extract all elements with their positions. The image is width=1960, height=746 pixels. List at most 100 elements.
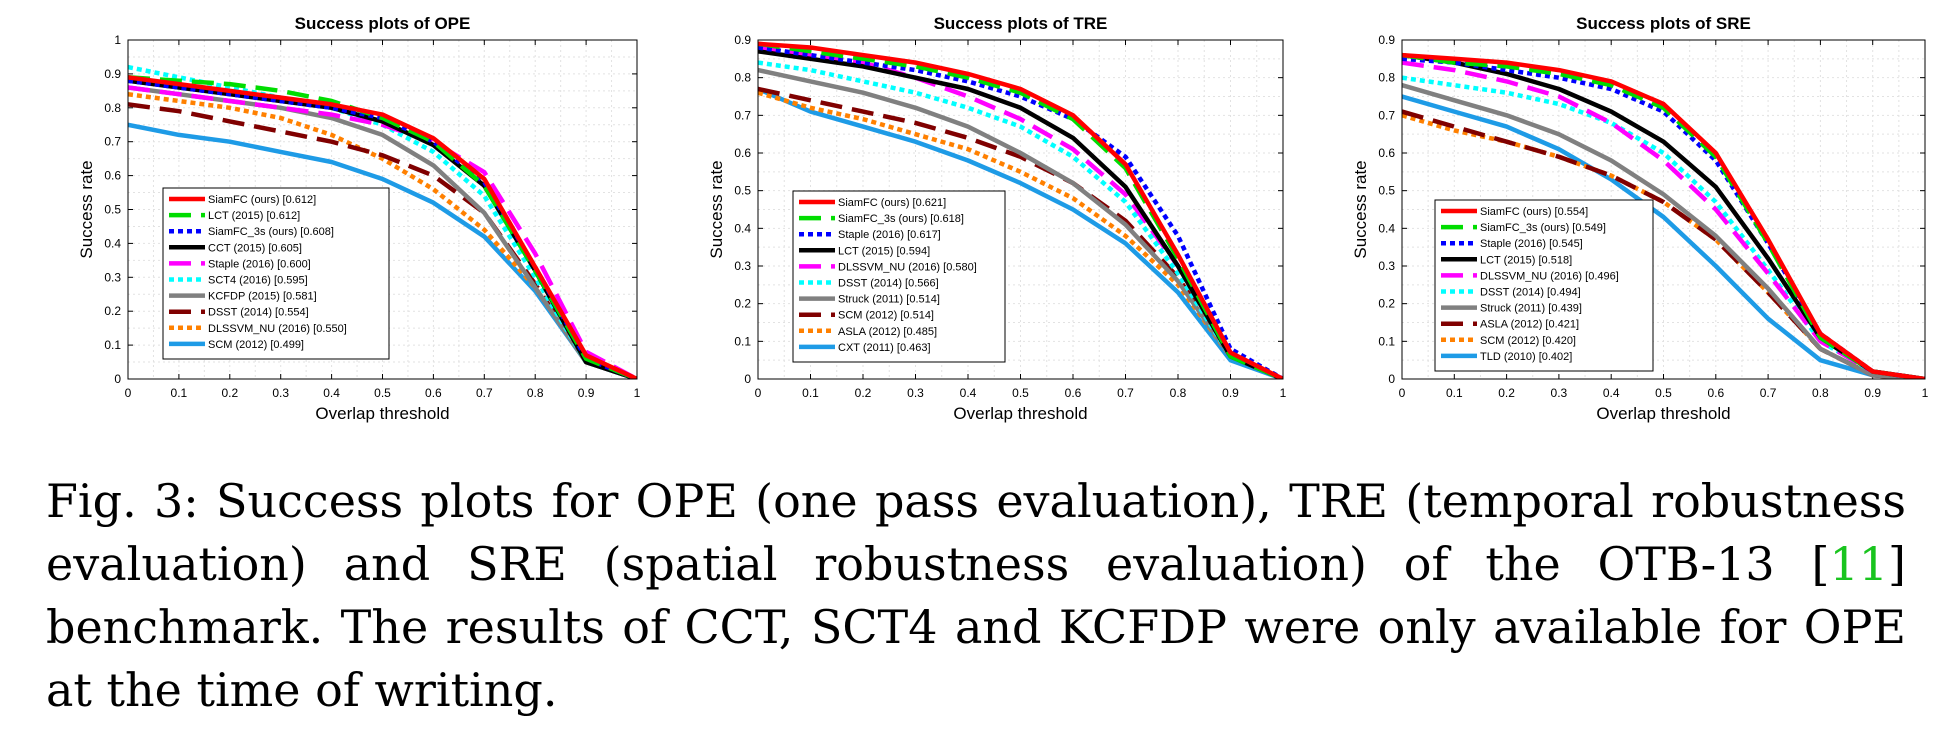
ope-series-line-3	[128, 78, 637, 379]
ope-legend: SiamFC (ours) [0.612] LCT (2015) [0.612] S…	[162, 187, 390, 360]
sre-legend-label: SiamFC_3s (ours) [0.549]	[1480, 222, 1606, 234]
ope-legend-label: SCM (2012) [0.499]	[208, 339, 304, 351]
figure-caption: Fig. 3: Success plots for OPE (one pass …	[46, 470, 1906, 722]
sre-y-tick-label: 0.3	[1378, 259, 1395, 273]
sre-y-tick-label: 0.9	[1378, 33, 1395, 47]
tre-legend-label: CXT (2011) [0.463]	[838, 342, 931, 354]
caption-text-part1: Fig. 3: Success plots for OPE (one pass …	[46, 474, 1906, 591]
tre-y-tick-label: 0.5	[734, 184, 751, 198]
tre-y-tick-label: 0	[744, 372, 751, 386]
sre-x-tick-label: 0.1	[1446, 386, 1463, 400]
ope-legend-box	[162, 187, 390, 360]
sre-y-tick-label: 0.5	[1378, 184, 1395, 198]
ope-legend-label: CCT (2015) [0.605]	[208, 242, 302, 254]
tre-series-line-10	[758, 86, 1283, 379]
tre-x-tick-label: 0.3	[907, 386, 924, 400]
sre-legend-box	[1434, 199, 1654, 372]
tre-legend-label: SiamFC (ours) [0.621]	[838, 197, 946, 209]
ope-y-tick-label: 1	[114, 33, 121, 47]
sre-chart-title: Success plots of SRE	[1576, 14, 1751, 33]
sre-y-tick-label: 0.1	[1378, 334, 1395, 348]
tre-legend-label: DLSSVM_NU (2016) [0.580]	[838, 261, 977, 273]
ope-y-tick-label: 0.2	[104, 304, 121, 318]
sre-x-tick-label: 0.7	[1760, 386, 1777, 400]
tre-x-tick-label: 0.8	[1170, 386, 1187, 400]
ope-y-tick-label: 0.1	[104, 338, 121, 352]
ope-legend-label: SiamFC_3s (ours) [0.608]	[208, 226, 334, 238]
tre-legend-label: DSST (2014) [0.566]	[838, 278, 939, 290]
tre-series-line-3	[758, 45, 1283, 379]
tre-x-tick-label: 0.5	[1012, 386, 1029, 400]
ope-legend-label: KCFDP (2015) [0.581]	[208, 291, 317, 303]
ope-axes-box	[127, 39, 638, 380]
citation-link[interactable]: 11	[1829, 537, 1889, 591]
sre-legend-label: DLSSVM_NU (2016) [0.496]	[1480, 270, 1619, 282]
tre-legend-label: ASLA (2012) [0.485]	[838, 326, 937, 338]
ope-series-line-1	[128, 75, 637, 379]
tre-y-tick-label: 0.9	[734, 33, 751, 47]
ope-y-tick-label: 0.6	[104, 169, 121, 183]
sre-legend-label: LCT (2015) [0.518]	[1480, 254, 1572, 266]
tre-series-line-4	[758, 49, 1283, 379]
sre-x-tick-label: 0.5	[1655, 386, 1672, 400]
ope-x-tick-label: 0.6	[425, 386, 442, 400]
caption-text-part2: ] benchmark. The results of CCT, SCT4 an…	[46, 537, 1906, 717]
sre-series-line-2	[1402, 52, 1925, 379]
tre-y-tick-label: 0.8	[734, 71, 751, 85]
ope-legend-label: DLSSVM_NU (2016) [0.550]	[208, 323, 347, 335]
tre-x-tick-label: 0.7	[1117, 386, 1134, 400]
ope-x-axis-label: Overlap threshold	[315, 404, 449, 423]
ope-legend-label: LCT (2015) [0.612]	[208, 210, 300, 222]
ope-y-tick-label: 0.7	[104, 135, 121, 149]
sre-y-axis-label: Success rate	[1351, 160, 1370, 258]
tre-legend: SiamFC (ours) [0.621] SiamFC_3s (ours) [0…	[792, 190, 1006, 363]
ope-legend-label: DSST (2014) [0.554]	[208, 307, 309, 319]
tre-y-tick-label: 0.4	[734, 221, 751, 235]
tre-y-tick-label: 0.1	[734, 334, 751, 348]
ope-x-tick-label: 0.2	[221, 386, 238, 400]
ope-x-tick-label: 0.8	[527, 386, 544, 400]
tre-chart-title: Success plots of TRE	[934, 14, 1108, 33]
sre-y-tick-label: 0.2	[1378, 297, 1395, 311]
sre-series-line-10	[1402, 94, 1925, 379]
ope-x-tick-label: 0.1	[171, 386, 188, 400]
ope-y-tick-label: 0.9	[104, 67, 121, 81]
tre-legend-label: LCT (2015) [0.594]	[838, 245, 930, 257]
sre-chart: 0 0.1 0.2 0.3 0.4 0.5 0.6 0.7 0.8 0.9 1 0 0.1 0.2 0.3 0…	[1351, 14, 1929, 423]
ope-x-tick-label: 0.7	[476, 386, 493, 400]
tre-y-tick-label: 0.3	[734, 259, 751, 273]
ope-y-tick-label: 0.5	[104, 203, 121, 217]
sre-legend-label: Staple (2016) [0.545]	[1480, 238, 1583, 250]
sre-x-tick-label: 0.8	[1812, 386, 1829, 400]
tre-x-tick-label: 0.9	[1222, 386, 1239, 400]
sre-x-tick-label: 0.2	[1498, 386, 1515, 400]
sre-y-tick-label: 0	[1388, 372, 1395, 386]
tre-legend-label: SiamFC_3s (ours) [0.618]	[838, 213, 964, 225]
ope-series-group	[128, 64, 637, 379]
sre-x-tick-label: 0.6	[1707, 386, 1724, 400]
sre-series-line-9	[1402, 113, 1925, 379]
sre-x-tick-label: 0.9	[1864, 386, 1881, 400]
sre-legend-label: DSST (2014) [0.494]	[1480, 287, 1581, 299]
ope-y-tick-label: 0.3	[104, 270, 121, 284]
tre-x-tick-label: 1	[1280, 386, 1287, 400]
ope-legend-label: SCT4 (2016) [0.595]	[208, 275, 308, 287]
ope-chart-title: Success plots of OPE	[295, 14, 471, 33]
tre-x-tick-label: 0	[755, 386, 762, 400]
sre-x-tick-label: 0.3	[1551, 386, 1568, 400]
sre-legend: SiamFC (ours) [0.554] SiamFC_3s (ours) [0…	[1434, 199, 1654, 372]
tre-chart: 0 0.1 0.2 0.3 0.4 0.5 0.6 0.7 0.8 0.9 1 0 0.1 0.2 0.3 0…	[707, 14, 1287, 423]
sre-x-axis-label: Overlap threshold	[1596, 404, 1730, 423]
tre-legend-label: Staple (2016) [0.617]	[838, 229, 941, 241]
tre-series-line-1	[758, 41, 1283, 379]
ope-x-tick-label: 1	[634, 386, 641, 400]
sre-series-line-7	[1402, 82, 1925, 379]
tre-y-tick-label: 0.7	[734, 108, 751, 122]
tre-series-line-7	[758, 67, 1283, 379]
ope-chart: 0 0.1 0.2 0.3 0.4 0.5 0.6 0.7 0.8 0.9 1 0 0.1 0.2 0.3 0…	[77, 14, 641, 423]
tre-x-tick-label: 0.1	[802, 386, 819, 400]
tre-x-tick-label: 0.4	[960, 386, 977, 400]
ope-x-tick-label: 0	[125, 386, 132, 400]
sre-legend-label: TLD (2010) [0.402]	[1480, 351, 1572, 363]
sre-y-tick-label: 0.4	[1378, 221, 1395, 235]
